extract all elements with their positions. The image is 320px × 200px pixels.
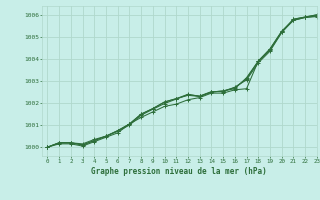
X-axis label: Graphe pression niveau de la mer (hPa): Graphe pression niveau de la mer (hPa) — [91, 167, 267, 176]
